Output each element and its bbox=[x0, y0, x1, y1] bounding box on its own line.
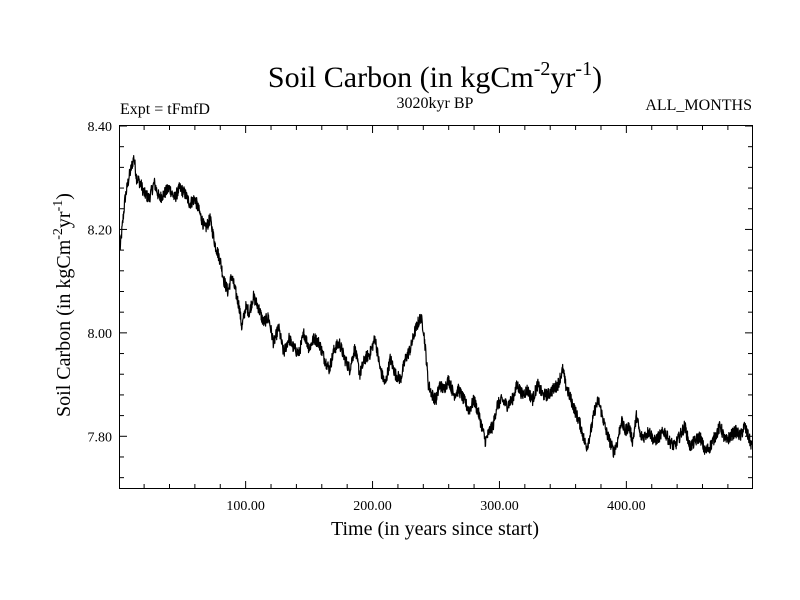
x-tick-label: 100.00 bbox=[226, 499, 265, 514]
series-line-0 bbox=[119, 155, 753, 458]
x-axis-title: Time (in years since start) bbox=[331, 518, 539, 540]
series-layer bbox=[119, 155, 753, 458]
y-tick-label: 7.80 bbox=[88, 430, 113, 445]
x-tick-label: 300.00 bbox=[480, 499, 519, 514]
y-axis: 7.80 8.00 8.20 8.40 bbox=[88, 120, 752, 479]
x-tick-label: 200.00 bbox=[353, 499, 392, 514]
y-tick-label: 8.00 bbox=[88, 327, 113, 342]
chart-title: Soil Carbon (in kgCm-2yr-1) bbox=[268, 58, 602, 94]
y-tick-label: 8.20 bbox=[88, 223, 113, 238]
y-axis-title: Soil Carbon (in kgCm-2yr-1) bbox=[51, 193, 75, 417]
experiment-label: Expt = tFmfD bbox=[120, 101, 210, 118]
y-tick-label: 8.40 bbox=[88, 120, 113, 135]
months-label: ALL_MONTHS bbox=[645, 97, 752, 114]
x-axis: 100.00 200.00 300.00 400.00 bbox=[143, 126, 729, 514]
plot-frame bbox=[119, 125, 753, 489]
period-label: 3020kyr BP bbox=[397, 95, 474, 112]
x-tick-label: 400.00 bbox=[607, 499, 646, 514]
